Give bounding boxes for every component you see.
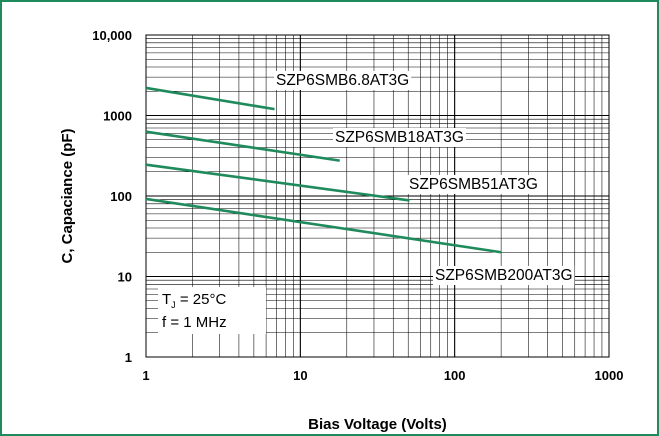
x-tick-label: 10 <box>293 368 307 383</box>
series-label-backing <box>333 128 466 147</box>
series-layer <box>145 86 502 254</box>
y-tick-label: 1000 <box>103 109 132 124</box>
series-label-backing <box>433 266 575 285</box>
x-tick-label: 1000 <box>595 368 624 383</box>
junction-temp-text: TJ = 25°C <box>162 291 226 310</box>
plot-border <box>145 34 610 358</box>
series-label-backing <box>407 175 540 194</box>
tj-symbol: T <box>162 291 171 308</box>
y-axis-title: C, Capaciance (pF) <box>59 128 76 263</box>
series-label-backing <box>274 71 412 90</box>
series-label: SZP6SMB200AT3G <box>435 267 573 284</box>
series-line <box>145 86 275 111</box>
conditions-annotation: TJ = 25°C f = 1 MHz <box>158 287 266 334</box>
x-tick-label: 1 <box>142 368 149 383</box>
conditions-box <box>158 287 266 334</box>
series-labels: SZP6SMB6.8AT3G SZP6SMB18AT3G SZP6SMB51AT3G… <box>274 71 575 285</box>
y-tick-label: 1 <box>125 350 132 365</box>
series-line <box>145 130 340 162</box>
series-line <box>145 163 410 202</box>
series-label: SZP6SMB51AT3G <box>409 176 538 193</box>
series-label: SZP6SMB18AT3G <box>335 129 464 146</box>
frequency-text: f = 1 MHz <box>162 314 227 331</box>
y-tick-label: 10,000 <box>92 28 132 43</box>
y-tick-label: 100 <box>110 189 132 204</box>
x-axis-title: Bias Voltage (Volts) <box>308 416 447 433</box>
y-tick-label: 10 <box>118 270 132 285</box>
x-tick-label: 100 <box>444 368 466 383</box>
series-line <box>145 197 502 254</box>
tj-subscript: J <box>171 300 176 310</box>
tick-labels: 1 10 100 1000 1 10 100 1000 10,000 <box>92 28 623 383</box>
series-label: SZP6SMB6.8AT3G <box>276 72 409 89</box>
tj-value: = 25°C <box>176 291 227 308</box>
